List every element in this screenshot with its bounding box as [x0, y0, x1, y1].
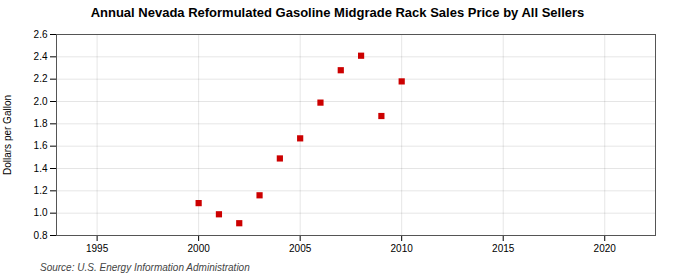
svg-text:1.8: 1.8: [34, 118, 48, 129]
svg-text:2020: 2020: [594, 243, 617, 254]
svg-text:Dollars per Gallon: Dollars per Gallon: [2, 95, 13, 175]
svg-text:1.6: 1.6: [34, 140, 48, 151]
html-text:Source: U.S. Energy Informatio: Source: U.S. Energy Information Administ…: [40, 262, 250, 273]
svg-text:2015: 2015: [492, 243, 515, 254]
svg-text:2010: 2010: [391, 243, 414, 254]
svg-text:2.4: 2.4: [34, 51, 48, 62]
svg-text:2.6: 2.6: [34, 29, 48, 40]
svg-text:1.4: 1.4: [34, 163, 48, 174]
svg-text:2005: 2005: [289, 243, 312, 254]
svg-text:1995: 1995: [86, 243, 109, 254]
svg-text:2000: 2000: [188, 243, 211, 254]
svg-text:0.8: 0.8: [34, 230, 48, 241]
html-text:Annual Nevada Reformulated Gas: Annual Nevada Reformulated Gasoline Midg…: [90, 5, 585, 20]
svg-text:2.0: 2.0: [34, 96, 48, 107]
svg-text:2.2: 2.2: [34, 73, 48, 84]
svg-text:1.2: 1.2: [34, 185, 48, 196]
svg-text:1.0: 1.0: [34, 207, 48, 218]
